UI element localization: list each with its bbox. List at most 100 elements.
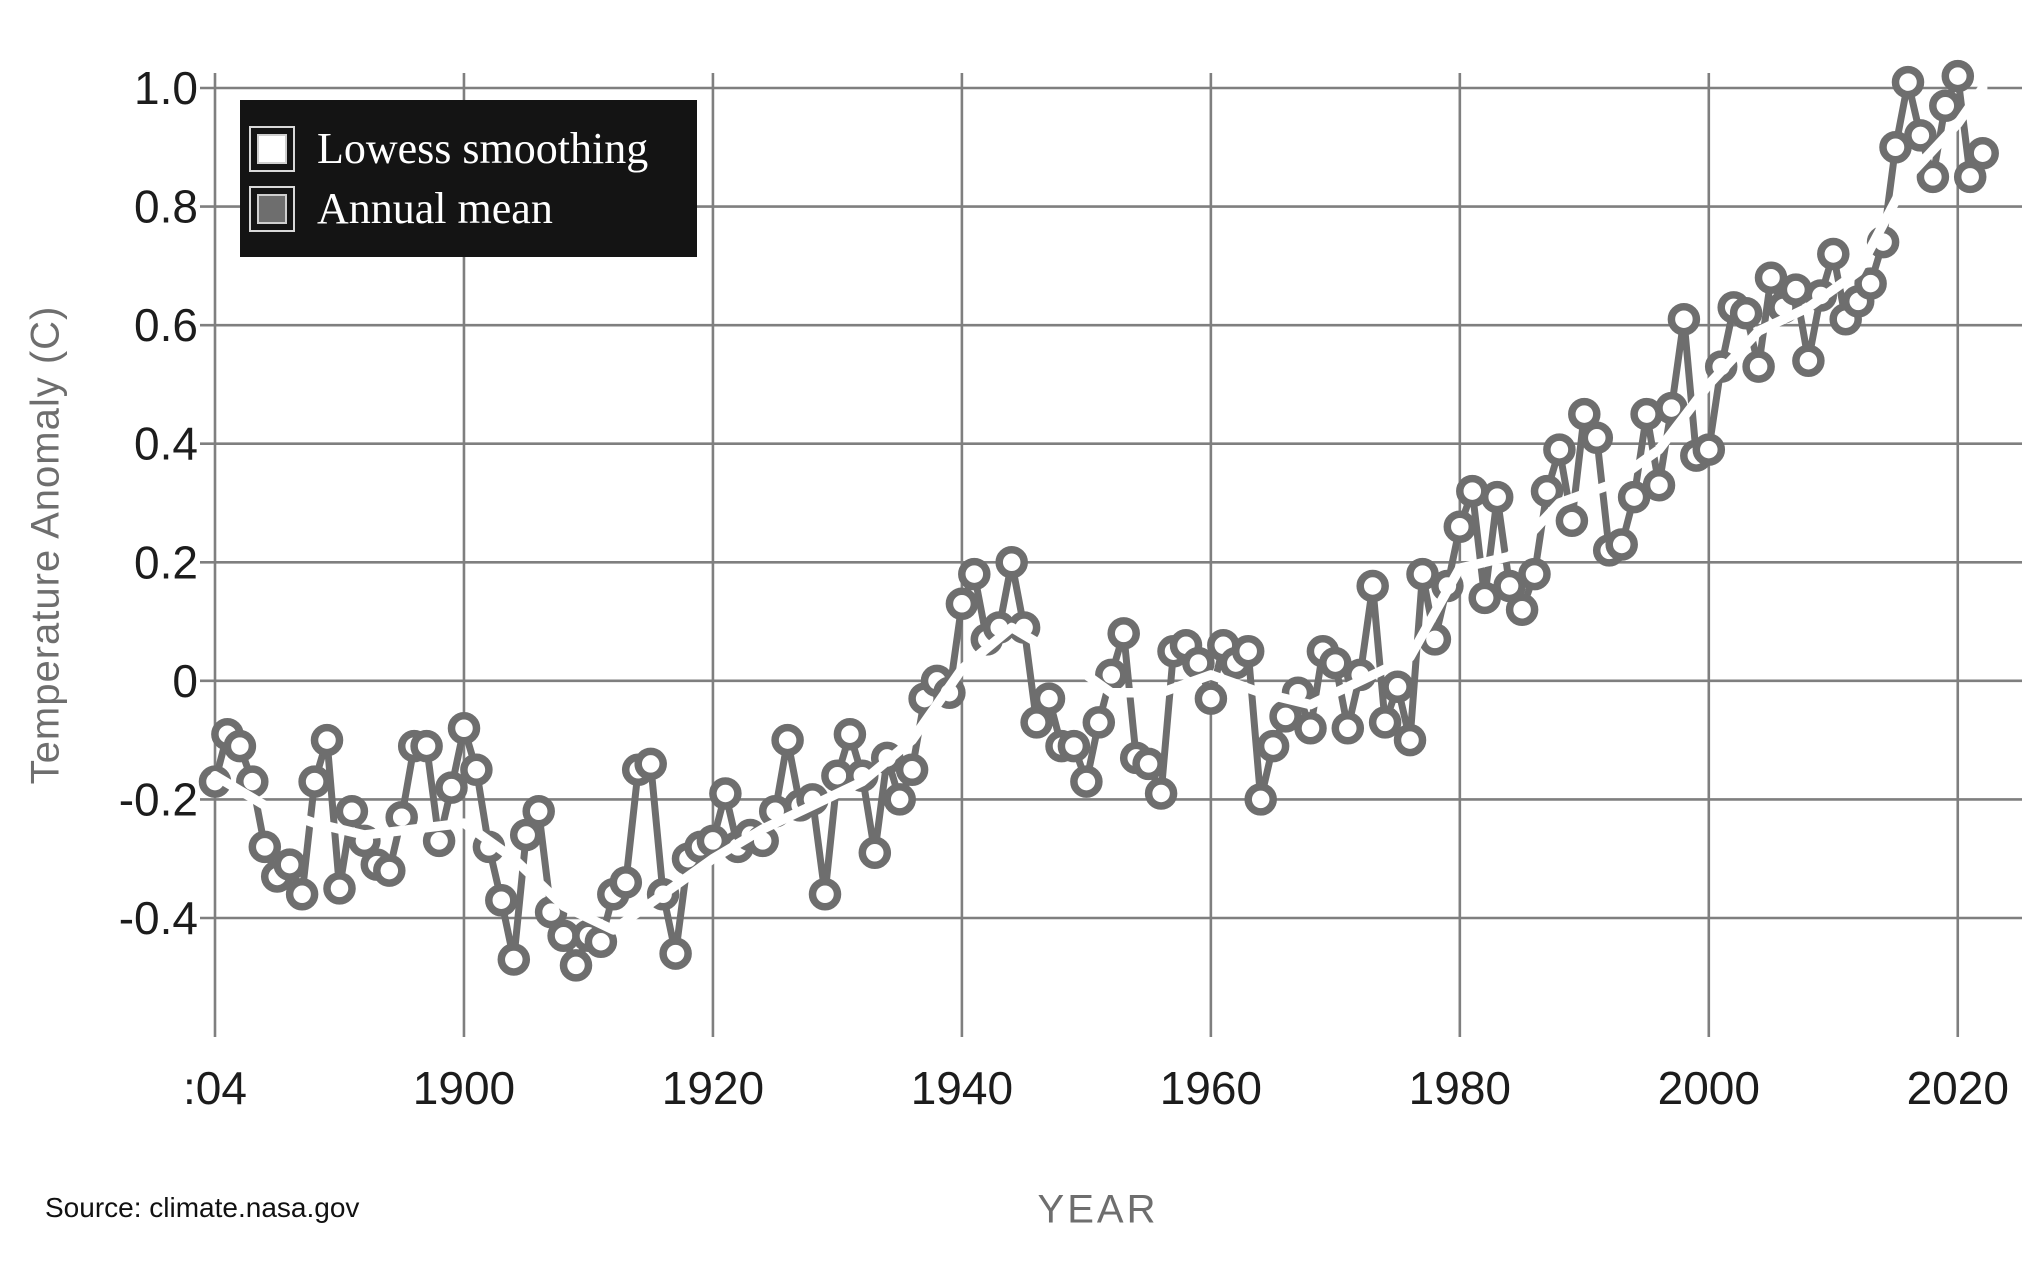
annual-mean-marker [709,777,742,810]
x-tick-label: 1920 [662,1062,764,1114]
annual-mean-marker [858,836,892,870]
x-tick-label: :04 [183,1062,247,1114]
legend-label-lowess: Lowess smoothing [317,123,649,173]
annual-mean-marker [447,712,481,745]
annual-mean-marker [1057,729,1091,763]
annual-mean-marker [958,557,991,591]
annual-mean-marker [1256,729,1290,763]
lowess-swatch-icon [249,125,295,172]
annual-mean-marker [1356,569,1389,603]
annual-mean-marker [1854,267,1887,300]
legend-item-lowess: Lowess smoothing [249,123,697,173]
annual-mean-marker [1555,504,1589,538]
annual-mean-marker [497,943,531,976]
annual-mean-marker [1231,634,1265,668]
source-credit: Source: climate.nasa.gov [45,1192,360,1223]
annual-mean-marker [1742,350,1775,383]
annual-mean-marker [298,765,331,798]
annual-mean-marker [1020,706,1053,739]
annual-mean-marker [1107,617,1140,650]
annual-mean-marker [1792,344,1825,377]
y-tick-label: 1.0 [134,62,198,114]
annual-mean-marker [995,546,1028,579]
annual-mean-marker [1953,160,1987,194]
annual-mean-marker [659,937,692,970]
annual-mean-marker [1144,777,1178,810]
annual-mean-marker [1493,569,1526,603]
annual-mean-marker [1966,136,1999,170]
y-tick-label: 0.2 [134,536,198,588]
annual-mean-marker [609,866,643,899]
annual-mean-marker [1505,593,1539,626]
annual-mean-marker [522,795,555,828]
annual-mean-marker [1630,397,1663,431]
annual-mean-marker [1468,581,1501,615]
annual-mean-marker [273,848,306,881]
annual-mean-marker [1617,480,1651,514]
annual-mean-marker [1530,474,1564,508]
annual-mean-marker [1269,700,1302,733]
annual-mean-marker [1381,670,1414,704]
annual-mean-marker [1294,712,1327,745]
annual-mean-marker [1904,119,1937,152]
annual-mean-marker [1032,682,1066,715]
annual-mean-marker [1132,747,1165,781]
annual-mean-marker [1480,480,1514,514]
y-tick-label: 0.4 [134,418,198,470]
annual-mean-marker [460,753,493,787]
annual-mean-marker [808,878,842,911]
y-tick-label: 0.6 [134,299,198,351]
x-tick-label: 1940 [911,1062,1013,1114]
annual-mean-marker [1331,712,1365,745]
annual-mean-marker [634,747,667,781]
y-tick-label: 0 [172,655,198,707]
annual-mean-marker [1929,89,1962,123]
x-axis-title: YEAR [1037,1187,1159,1232]
annual-mean-marker [1393,723,1427,757]
annual-mean-marker [1754,261,1788,294]
annual-mean-marker [509,818,543,852]
annual-mean-marker [1543,433,1576,466]
annual-mean-marker [335,795,369,828]
legend-item-annual-mean: Annual mean [249,183,697,233]
annual-mean-marker [883,783,916,816]
annual-mean-marker [1580,421,1614,455]
annual-mean-marker [1817,237,1850,271]
annual-mean-marker [1692,433,1726,466]
annual-mean-marker [323,872,356,905]
annual-mean-marker [559,949,593,982]
chart-legend: Lowess smoothing Annual mean [240,100,697,257]
annual-mean-marker [223,729,257,763]
y-tick-label: -0.2 [119,773,198,825]
annual-mean-marker [1070,765,1103,798]
x-tick-label: 2020 [1907,1062,2009,1114]
x-tick-label: 1900 [413,1062,515,1114]
lowess-line [210,83,1988,935]
annual-mean-marker [1779,273,1813,306]
annual-mean-marker [1456,474,1489,508]
annual-mean-marker [1941,59,1975,93]
annual-mean-marker [1443,510,1477,543]
annual-mean-marker [373,854,406,887]
annual-mean-marker [310,723,344,757]
annual-mean-marker [1194,682,1228,715]
annual-mean-marker [1406,557,1439,591]
annual-mean-marker [1244,783,1277,816]
annual-mean-marker [1319,646,1352,680]
annual-mean-marker [833,717,867,751]
annual-mean-marker [435,771,468,804]
legend-label-annual-mean: Annual mean [317,183,553,233]
annual-mean-swatch-icon [249,185,295,232]
annual-mean-marker [895,753,929,787]
annual-mean-marker [1891,65,1925,99]
y-tick-label: 0.8 [134,181,198,233]
y-axis-title: Temperature Anomaly (C) [23,305,68,785]
annual-mean-marker [1518,557,1551,591]
x-tick-label: 1960 [1160,1062,1262,1114]
annual-mean-marker [1729,297,1763,330]
annual-mean-marker [410,729,443,763]
annual-mean-marker [422,824,456,858]
annual-mean-marker [1082,706,1116,739]
annual-mean-marker [945,587,979,621]
